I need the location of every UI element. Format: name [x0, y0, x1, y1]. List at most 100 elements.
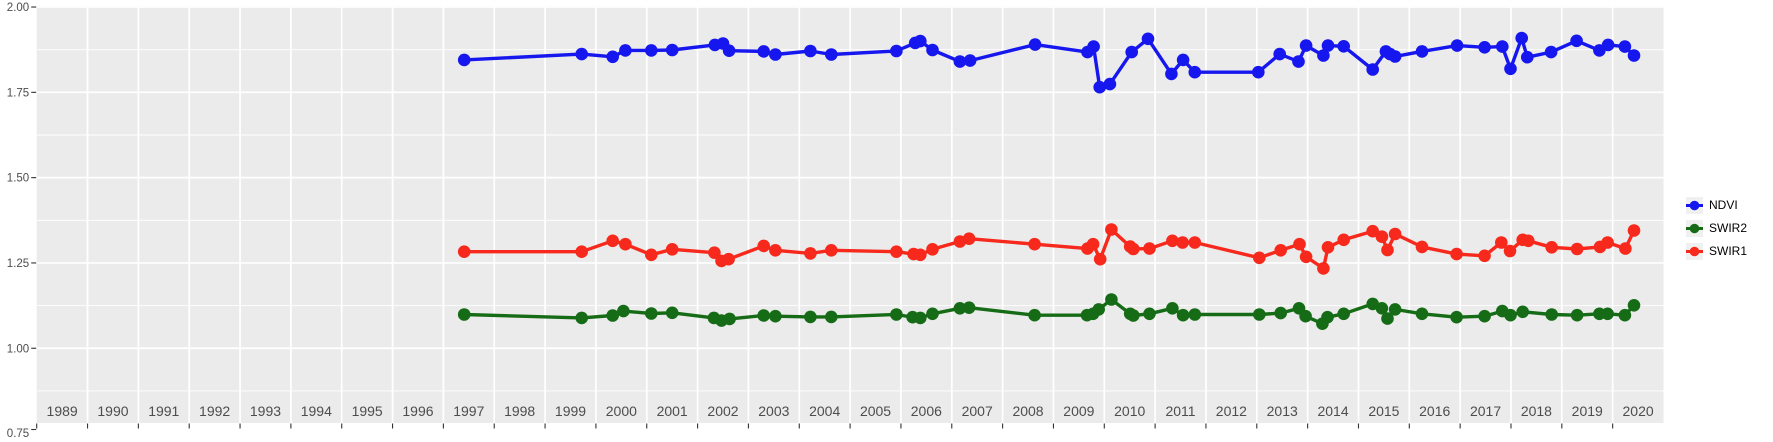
series-swir1-point [890, 245, 903, 258]
series-ndvi-point [1570, 34, 1583, 48]
series-ndvi-point [1093, 80, 1106, 94]
series-swir1-point [1450, 247, 1463, 261]
y-tick-label: 2.00 [7, 2, 29, 14]
series-swir2-point [1415, 307, 1429, 321]
series-ndvi-point [1544, 45, 1558, 59]
series-swir1-point [1627, 224, 1641, 237]
series-swir1-point [1086, 237, 1100, 251]
x-tick-label: 2000 [606, 403, 637, 419]
series-ndvi-point [1176, 53, 1190, 67]
y-tick-label: 1.75 [7, 87, 29, 99]
series-ndvi-point [1618, 40, 1632, 53]
series-swir2-point [1092, 303, 1105, 316]
series-ndvi-point [1450, 39, 1464, 52]
series-swir2-point [953, 302, 967, 315]
x-tick-label: 2018 [1521, 403, 1552, 419]
series-swir2-point [1504, 308, 1517, 322]
series-swir2-point [1337, 307, 1350, 321]
series-swir1-point [1321, 241, 1335, 254]
series-swir1-point [926, 243, 939, 256]
x-tick-label: 1995 [352, 403, 383, 419]
x-tick-label: 2012 [1216, 403, 1247, 419]
legend-key-icon [1686, 220, 1703, 237]
series-swir2-point [1166, 302, 1179, 315]
series-swir2-point [1143, 307, 1156, 321]
x-tick-label: 2016 [1419, 403, 1450, 419]
series-swir1-point [1495, 236, 1508, 249]
series-swir1-point [1274, 244, 1287, 257]
series-ndvi-point [1292, 55, 1305, 68]
x-tick-label: 2004 [809, 403, 840, 419]
x-tick-label: 1993 [250, 403, 281, 419]
series-swir2-point [926, 307, 939, 321]
x-tick-label: 2019 [1572, 403, 1603, 419]
series-ndvi-point [1252, 65, 1265, 79]
series-swir2-point [1274, 306, 1287, 320]
series-swir2-point [1321, 310, 1334, 324]
series-swir1-point [1415, 240, 1429, 254]
x-tick-label: 2014 [1317, 403, 1348, 419]
y-tick-label: 1.50 [7, 173, 29, 185]
series-swir1-point [665, 243, 679, 256]
series-swir2-point [1176, 308, 1190, 322]
x-tick-label: 2015 [1368, 403, 1399, 419]
x-tick-label: 2001 [657, 403, 688, 419]
series-swir1-point [914, 248, 927, 262]
series-ndvi-point [1299, 39, 1313, 52]
series-ndvi-point [963, 54, 977, 67]
x-tick-label: 1990 [97, 403, 128, 419]
series-ndvi-point [575, 47, 588, 61]
series-ndvi-point [619, 44, 632, 57]
series-swir1-point [769, 244, 782, 257]
series-ndvi-point [1504, 62, 1517, 76]
series-ndvi-point [1125, 45, 1138, 59]
series-swir2-point [606, 309, 619, 322]
series-ndvi-point [665, 43, 679, 57]
series-ndvi-point [457, 53, 471, 67]
series-swir2-point [914, 311, 927, 325]
series-swir1-point [1545, 241, 1558, 254]
series-swir1-point [1478, 249, 1491, 263]
series-ndvi-point [1141, 32, 1155, 46]
series-swir1-point [962, 232, 976, 245]
series-swir1-point [1127, 242, 1140, 256]
series-ndvi-point [1478, 41, 1491, 54]
x-tick-label: 2008 [1012, 403, 1043, 419]
series-ndvi-point [1415, 45, 1429, 58]
series-swir2-point [757, 309, 770, 322]
series-ndvi-point [1366, 63, 1379, 76]
series-swir1-point [708, 246, 721, 259]
series-ndvi-point [1273, 47, 1286, 61]
x-tick-label: 2007 [962, 403, 993, 419]
series-ndvi-point [1165, 67, 1178, 81]
legend-key-icon [1686, 243, 1703, 260]
series-swir1-point [1503, 244, 1517, 258]
series-swir2-point [1388, 303, 1402, 316]
x-tick-label: 2020 [1623, 403, 1654, 419]
x-tick-label: 1997 [453, 403, 484, 419]
series-ndvi-point [1521, 50, 1534, 64]
series-swir2-point [1545, 308, 1558, 321]
series-ndvi-point [1087, 40, 1100, 53]
series-swir2-point [575, 311, 588, 325]
y-tick-label: 1.00 [7, 343, 29, 355]
x-tick-label: 1994 [301, 403, 332, 419]
series-swir2-point [1627, 299, 1641, 312]
series-swir2-point [1381, 312, 1394, 325]
series-swir2-point [1450, 310, 1463, 324]
series-ndvi-point [1103, 77, 1117, 91]
series-swir1-point [1253, 251, 1266, 265]
series-swir2-point [723, 312, 736, 326]
series-swir1-point [575, 245, 588, 258]
series-swir1-point [757, 239, 770, 253]
x-tick-label: 2006 [911, 403, 942, 419]
series-swir1-point [1093, 252, 1107, 266]
series-swir1-point [457, 245, 471, 258]
series-swir1-point [606, 234, 619, 248]
x-tick-label: 2003 [758, 403, 789, 419]
series-swir2-point [962, 301, 976, 315]
series-swir2-point [665, 306, 679, 320]
series-swir1-point [1105, 223, 1118, 236]
series-swir1-point [825, 244, 838, 257]
